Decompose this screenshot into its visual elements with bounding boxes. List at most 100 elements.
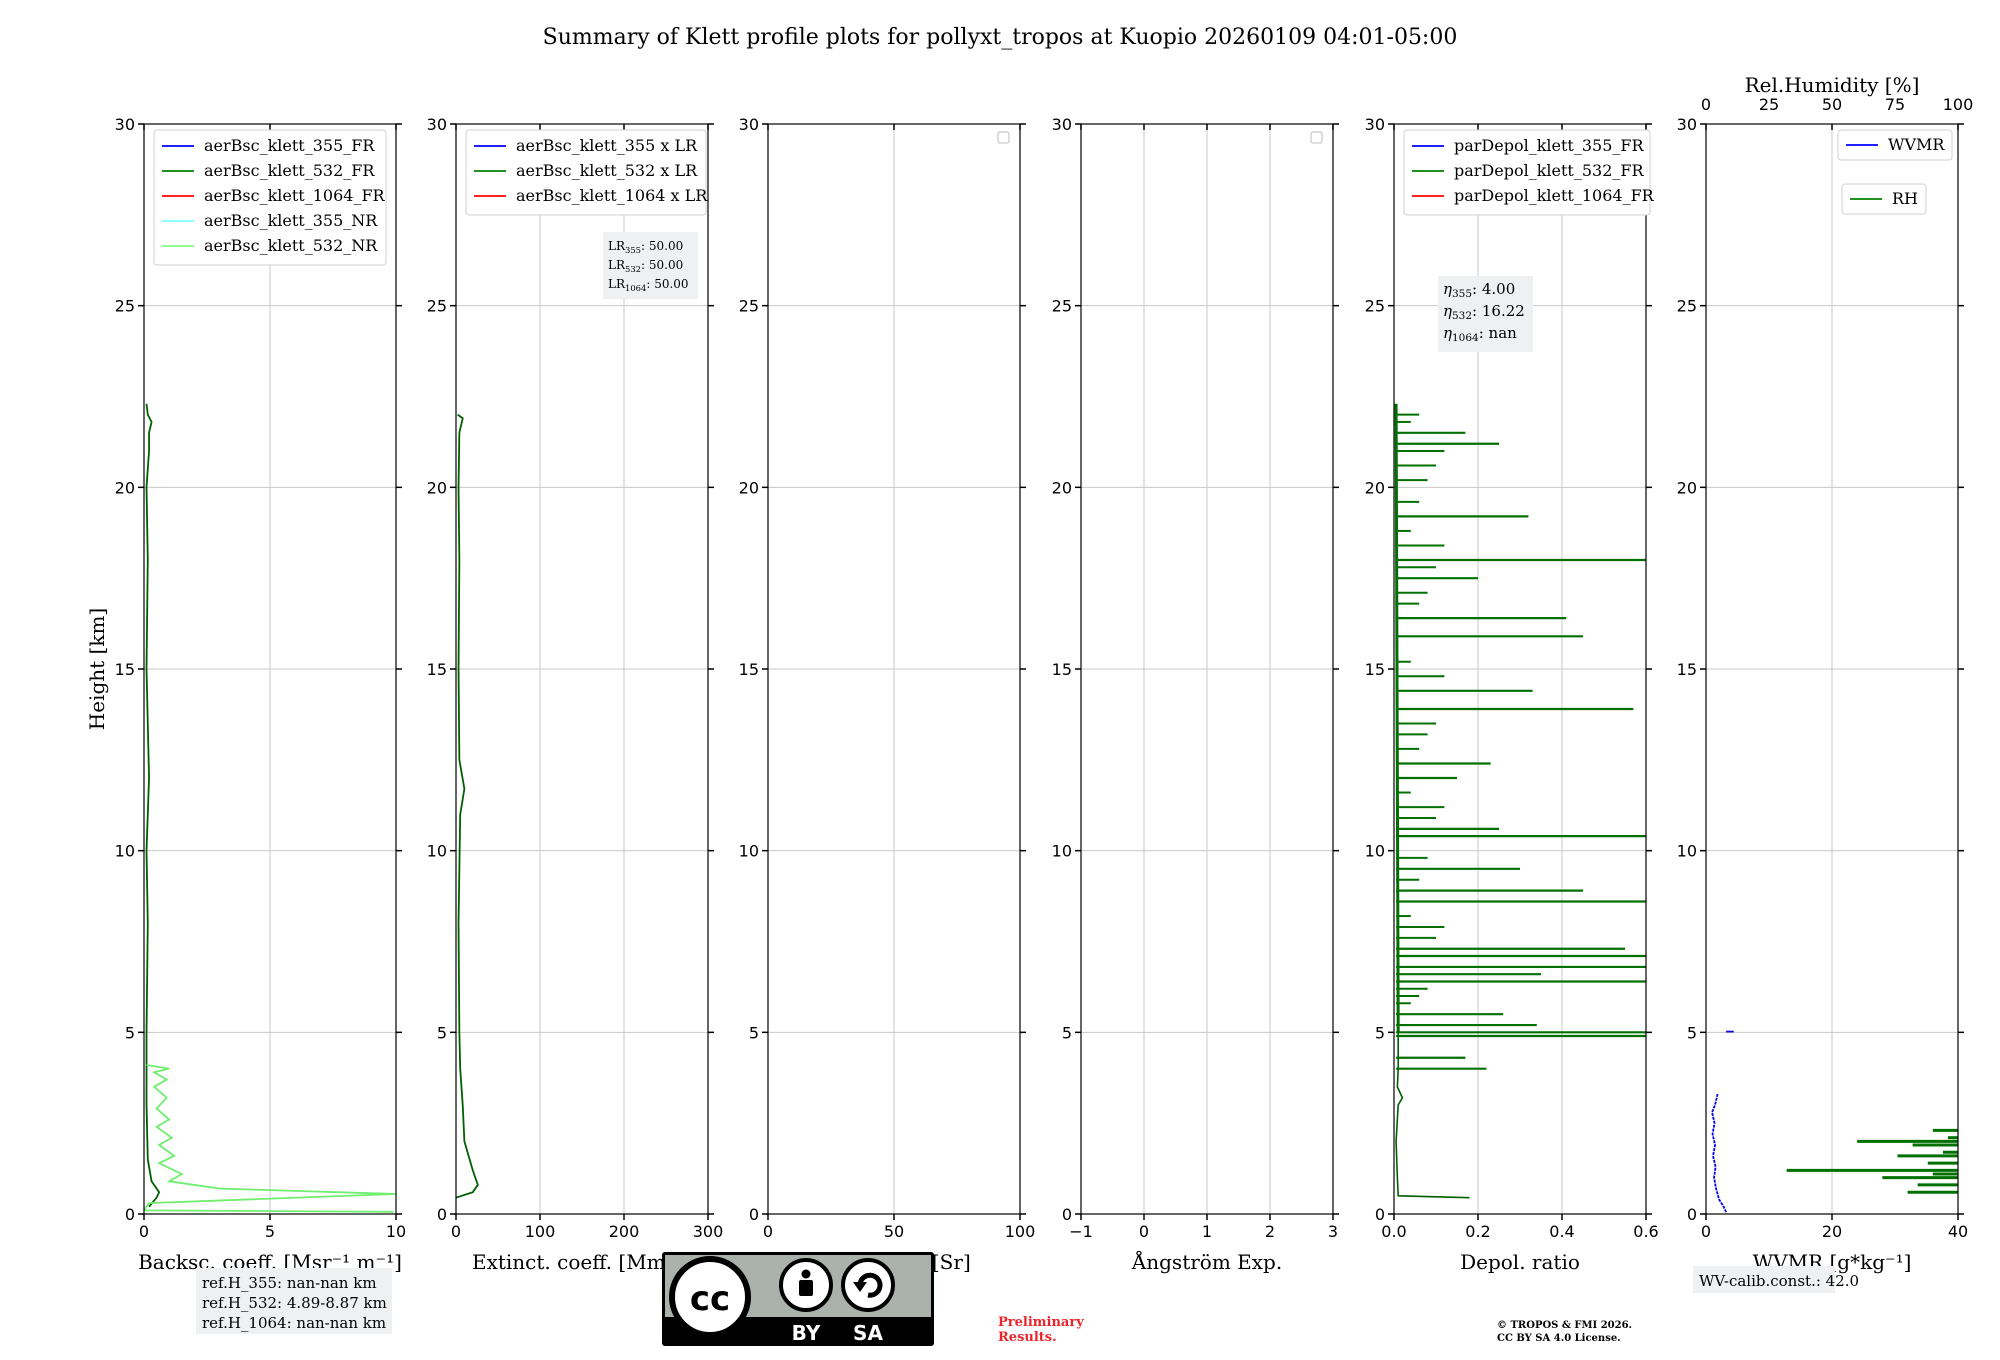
y-tick-label: 10 <box>1052 842 1072 861</box>
y-tick-label: 5 <box>1687 1023 1697 1042</box>
info-box-line: LR532: 50.00 <box>608 258 683 274</box>
wv-calib-bg <box>1693 1266 1835 1293</box>
plot-data <box>144 403 396 1213</box>
depol-profile <box>1394 403 1400 1033</box>
plot-data <box>1711 1030 1958 1213</box>
y-tick-label: 5 <box>749 1023 759 1042</box>
wv-calib-text: WV-calib.const.: 42.0 <box>1699 1272 1859 1290</box>
top-x-tick-label: 75 <box>1885 95 1905 114</box>
legend-label: aerBsc_klett_532_FR <box>204 161 375 180</box>
x-tick-label: 0.2 <box>1465 1222 1490 1241</box>
info-box-value: : 50.00 <box>641 258 683 272</box>
legend-frame <box>1403 129 1651 216</box>
y-tick-label: 20 <box>1677 478 1697 497</box>
sa-label: SA <box>853 1321 883 1345</box>
x-tick-label: −1 <box>1069 1222 1093 1241</box>
y-tick-label: 20 <box>1365 478 1385 497</box>
by-label: BY <box>792 1321 821 1345</box>
x-tick-label: 100 <box>1005 1222 1036 1241</box>
x-axis-label: Depol. ratio <box>1460 1250 1580 1274</box>
legend-label: parDepol_klett_1064_FR <box>1454 186 1655 205</box>
top-x-axis-label: Rel.Humidity [%] <box>1745 73 1920 97</box>
legend-label: parDepol_klett_532_FR <box>1454 161 1645 180</box>
info-box-line: LR355: 50.00 <box>608 239 683 255</box>
series-line-aerBsc_klett_532_NR <box>144 1064 396 1213</box>
info-box-symbol: η <box>1443 280 1452 298</box>
y-tick-label: 10 <box>115 842 135 861</box>
y-tick-label: 0 <box>125 1205 135 1224</box>
info-box-bg <box>1438 276 1533 352</box>
empty-legend-box <box>1310 131 1323 144</box>
legend-label: parDepol_klett_355_FR <box>1454 136 1645 155</box>
plot-data <box>456 413 479 1199</box>
y-tick-label: 20 <box>1052 478 1072 497</box>
y-tick-label: 5 <box>125 1023 135 1042</box>
share-alike-arc <box>857 1272 883 1298</box>
share-alike-arrow <box>853 1282 867 1292</box>
legend2-label: RH <box>1892 189 1918 208</box>
x-axis-label: Ångström Exp. <box>1131 1249 1282 1274</box>
x-tick-label: 200 <box>609 1222 640 1241</box>
x-tick-label: 0 <box>1139 1222 1149 1241</box>
y-axis-label: Height [km] <box>85 608 109 730</box>
refh-box: ref.H_355: nan-nan km ref.H_532: 4.89-8.… <box>196 1268 392 1334</box>
cc-letters: cc <box>690 1279 730 1319</box>
wv-calib-box: WV-calib.const.: 42.0 <box>1693 1266 1859 1293</box>
x-tick-label: 2 <box>1265 1222 1275 1241</box>
x-tick-label: 0 <box>763 1222 773 1241</box>
panel-5: 0.0 0.2 0.4 0.6 0 5 10 15 20 25 30 Depol. ratio parD… <box>1365 115 1659 1274</box>
y-tick-label: 25 <box>427 297 447 316</box>
preliminary-line1: Preliminary <box>998 1315 1084 1330</box>
y-tick-label: 30 <box>1365 115 1385 134</box>
info-box-value: : nan <box>1479 324 1517 342</box>
x-tick-label: 0.4 <box>1549 1222 1574 1241</box>
legend-label: aerBsc_klett_532 x LR <box>516 161 698 180</box>
refh-532: ref.H_532: 4.89-8.87 km <box>202 1294 387 1312</box>
y-tick-label: 15 <box>1052 660 1072 679</box>
y-tick-label: 10 <box>427 842 447 861</box>
legend-frame <box>153 129 387 266</box>
info-box-symbol: η <box>1443 302 1452 320</box>
x-tick-label: 5 <box>265 1222 275 1241</box>
top-x-tick-label: 0 <box>1701 95 1711 114</box>
info-box-value: : 16.22 <box>1472 302 1525 320</box>
y-tick-label: 30 <box>739 115 759 134</box>
refh-355: ref.H_355: nan-nan km <box>202 1274 377 1292</box>
preliminary-line2: Results. <box>998 1330 1057 1345</box>
info-box-sub: 355 <box>1452 288 1472 300</box>
info-box-value: : 50.00 <box>646 277 688 291</box>
info-box-sub: 532 <box>625 264 641 274</box>
top-x-tick-label: 100 <box>1943 95 1974 114</box>
x-tick-label: 0.6 <box>1633 1222 1658 1241</box>
legend-frame <box>1837 129 1953 161</box>
y-tick-label: 15 <box>115 660 135 679</box>
legend2-frame <box>1841 183 1927 215</box>
cc-circle-icon <box>669 1256 751 1338</box>
y-tick-label: 30 <box>1052 115 1072 134</box>
depol-baseline <box>1395 1032 1470 1199</box>
y-tick-label: 0 <box>1687 1205 1697 1224</box>
x-tick-label: 40 <box>1948 1222 1968 1241</box>
x-tick-label: 0 <box>451 1222 461 1241</box>
series-line-aerBsc_klett_532 x LR <box>456 413 479 1199</box>
legend-label: aerBsc_klett_355 x LR <box>516 136 698 155</box>
person-body <box>799 1280 813 1296</box>
legend-label: aerBsc_klett_1064_FR <box>204 186 386 205</box>
y-tick-label: 30 <box>1677 115 1697 134</box>
cc-by-sa-logo: cc BY SA <box>662 1252 934 1346</box>
figure-title: Summary of Klett profile plots for polly… <box>543 25 1458 50</box>
y-tick-label: 25 <box>739 297 759 316</box>
x-tick-label: 50 <box>884 1222 904 1241</box>
legend-frame <box>465 129 707 216</box>
y-tick-label: 10 <box>739 842 759 861</box>
y-tick-label: 20 <box>739 478 759 497</box>
info-box-sub: 532 <box>1452 310 1472 322</box>
y-tick-label: 0 <box>1375 1205 1385 1224</box>
info-box-bg <box>603 232 698 299</box>
top-x-tick-label: 50 <box>1822 95 1842 114</box>
x-tick-label: 0.0 <box>1381 1222 1406 1241</box>
info-box-sub: 1064 <box>1452 332 1479 344</box>
top-x-tick-label: 25 <box>1759 95 1779 114</box>
